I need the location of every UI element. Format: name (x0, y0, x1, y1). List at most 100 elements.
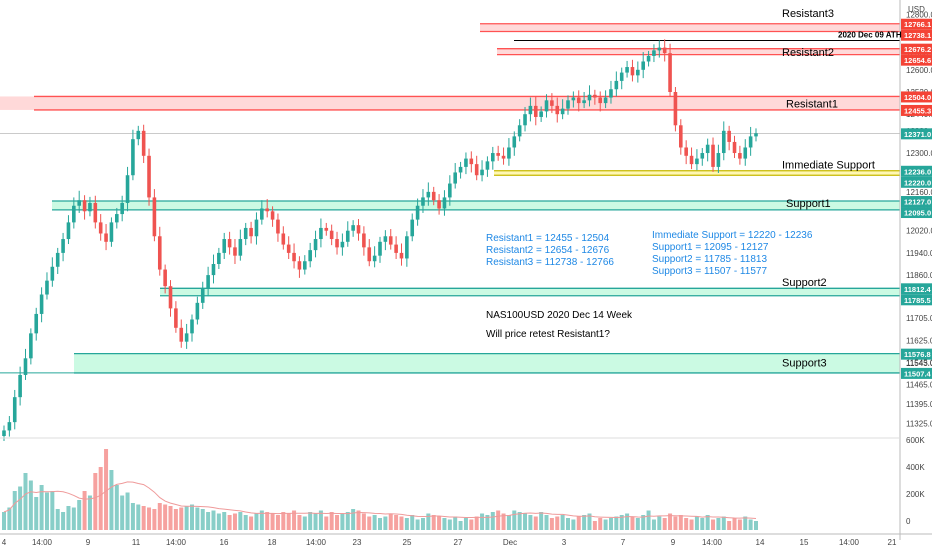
volume-tick-label: 400K (906, 463, 925, 472)
volume-bar (98, 467, 103, 530)
volume-bar (501, 513, 506, 530)
volume-bar (152, 509, 157, 530)
candle-body (598, 97, 603, 104)
candle-body (243, 227, 248, 240)
zone-label: Resistant1 (786, 98, 838, 110)
volume-bar (404, 518, 409, 530)
candle-body (754, 133, 758, 137)
candle-body (485, 161, 490, 170)
candle-body (378, 241, 382, 256)
candle-body (426, 191, 431, 198)
volume-bar (474, 516, 479, 530)
volume-bar (249, 516, 254, 530)
volume-bar (684, 518, 689, 530)
candle-body (319, 227, 323, 240)
candle-body (405, 236, 409, 259)
candle-body (507, 147, 511, 159)
y-tick-label: 11545.0 (906, 358, 932, 367)
y-tick-label: 11395.0 (906, 400, 932, 409)
x-tick-label: 18 (268, 538, 277, 547)
volume-bar (259, 510, 264, 530)
candle-body (88, 202, 92, 212)
y-tick-label: 11625.0 (906, 336, 932, 345)
volume-bar (582, 515, 587, 530)
volume-bar (646, 510, 651, 530)
candle-body (689, 155, 694, 165)
x-tick-label: 14:00 (839, 538, 860, 547)
candle-body (383, 236, 388, 242)
volume-bar (340, 513, 345, 530)
price-badge-label: 12127.0 (904, 198, 931, 207)
candle-body (254, 219, 259, 237)
chart-subtitle: Will price retest Resistant1? (486, 329, 610, 340)
candle-body (222, 239, 227, 253)
volume-bar (754, 521, 758, 530)
candle-body (206, 275, 210, 289)
volume-bar (378, 518, 382, 530)
candle-body (61, 239, 65, 253)
candle-body (388, 236, 393, 245)
volume-bar (195, 507, 200, 530)
zone-label: Resistant3 (782, 8, 834, 20)
candle-body (421, 197, 425, 206)
candle-body (45, 280, 49, 295)
volume-bar (549, 518, 554, 530)
candle-body (345, 230, 350, 242)
price-badge-label: 11812.4 (904, 285, 932, 294)
volume-bar (394, 515, 399, 530)
candle-body (431, 191, 436, 201)
x-tick-label: 15 (800, 538, 809, 547)
volume-bar (512, 510, 517, 530)
y-tick-label: 11940.0 (906, 249, 932, 258)
volume-bar (694, 516, 699, 530)
volume-bar (576, 516, 581, 530)
candle-body (227, 239, 232, 248)
candle-body (168, 286, 173, 309)
price-badge (901, 43, 932, 55)
candle-body (748, 136, 753, 148)
volume-bar (232, 513, 237, 530)
volume-bar (356, 510, 361, 530)
volume-bar (388, 513, 393, 530)
volume-bar (211, 510, 216, 530)
candle-body (571, 97, 576, 101)
candle-body (528, 105, 533, 115)
candle-body (179, 327, 184, 342)
price-badge (901, 91, 932, 103)
candle-body (367, 247, 372, 262)
volume-bar (120, 495, 125, 530)
candle-body (469, 158, 474, 165)
volume-bar (28, 480, 33, 530)
volume-bar (711, 519, 716, 530)
volume-bar (651, 519, 656, 530)
candle-body (7, 422, 12, 431)
candle-body (233, 247, 237, 256)
candle-body (727, 130, 731, 142)
candle-body (324, 227, 329, 231)
y-tick-label: 12600.0 (906, 66, 932, 75)
volume-bar (732, 518, 737, 530)
current-price-badge (901, 128, 932, 140)
volume-bar (168, 506, 173, 530)
volume-bar (18, 486, 23, 530)
candle-body (679, 125, 683, 148)
volume-bar (109, 470, 114, 530)
candle-body (115, 214, 119, 223)
volume-bar (587, 513, 592, 530)
volume-bar (286, 513, 291, 530)
volume-bar (506, 515, 511, 530)
candle-body (104, 233, 108, 242)
candle-body (23, 358, 28, 375)
volume-bar (662, 518, 667, 530)
candle-body (190, 319, 194, 334)
candle-body (238, 239, 243, 256)
x-tick-label: 14 (756, 538, 765, 547)
price-badge (901, 29, 932, 41)
candle-body (141, 130, 146, 156)
volume-bar (469, 519, 474, 530)
volume-bar (206, 512, 211, 530)
candle-body (147, 155, 151, 198)
x-tick-label: 25 (403, 538, 412, 547)
volume-bar (673, 516, 678, 530)
